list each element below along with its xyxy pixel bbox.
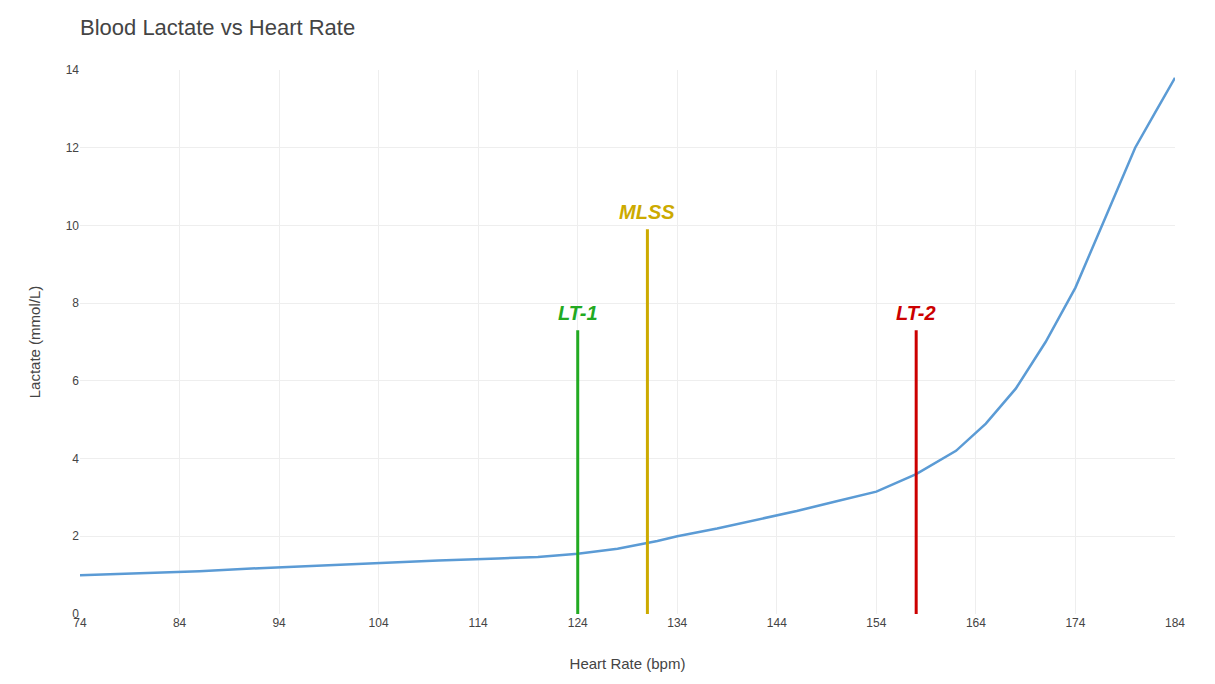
svg-text:124: 124 xyxy=(568,616,588,630)
svg-text:134: 134 xyxy=(667,616,687,630)
svg-text:94: 94 xyxy=(272,616,286,630)
svg-text:0: 0 xyxy=(72,607,79,621)
svg-text:LT-2: LT-2 xyxy=(896,302,936,324)
svg-text:154: 154 xyxy=(866,616,886,630)
svg-text:114: 114 xyxy=(469,616,488,630)
svg-text:104: 104 xyxy=(369,616,389,630)
svg-text:2: 2 xyxy=(72,529,79,543)
svg-text:MLSS: MLSS xyxy=(619,201,675,223)
svg-text:Blood Lactate vs Heart Rate: Blood Lactate vs Heart Rate xyxy=(80,15,355,40)
svg-text:Lactate (mmol/L): Lactate (mmol/L) xyxy=(26,286,43,399)
svg-text:174: 174 xyxy=(1065,616,1085,630)
svg-text:6: 6 xyxy=(72,374,79,388)
svg-text:4: 4 xyxy=(72,452,79,466)
svg-text:12: 12 xyxy=(66,141,80,155)
svg-text:Heart Rate (bpm): Heart Rate (bpm) xyxy=(570,655,686,672)
svg-text:164: 164 xyxy=(966,616,986,630)
svg-text:LT-1: LT-1 xyxy=(558,302,598,324)
svg-text:74: 74 xyxy=(73,616,87,630)
svg-text:184: 184 xyxy=(1165,616,1185,630)
svg-text:8: 8 xyxy=(72,296,79,310)
svg-text:10: 10 xyxy=(66,219,80,233)
svg-text:84: 84 xyxy=(173,616,187,630)
svg-text:144: 144 xyxy=(767,616,787,630)
svg-text:14: 14 xyxy=(66,63,80,77)
